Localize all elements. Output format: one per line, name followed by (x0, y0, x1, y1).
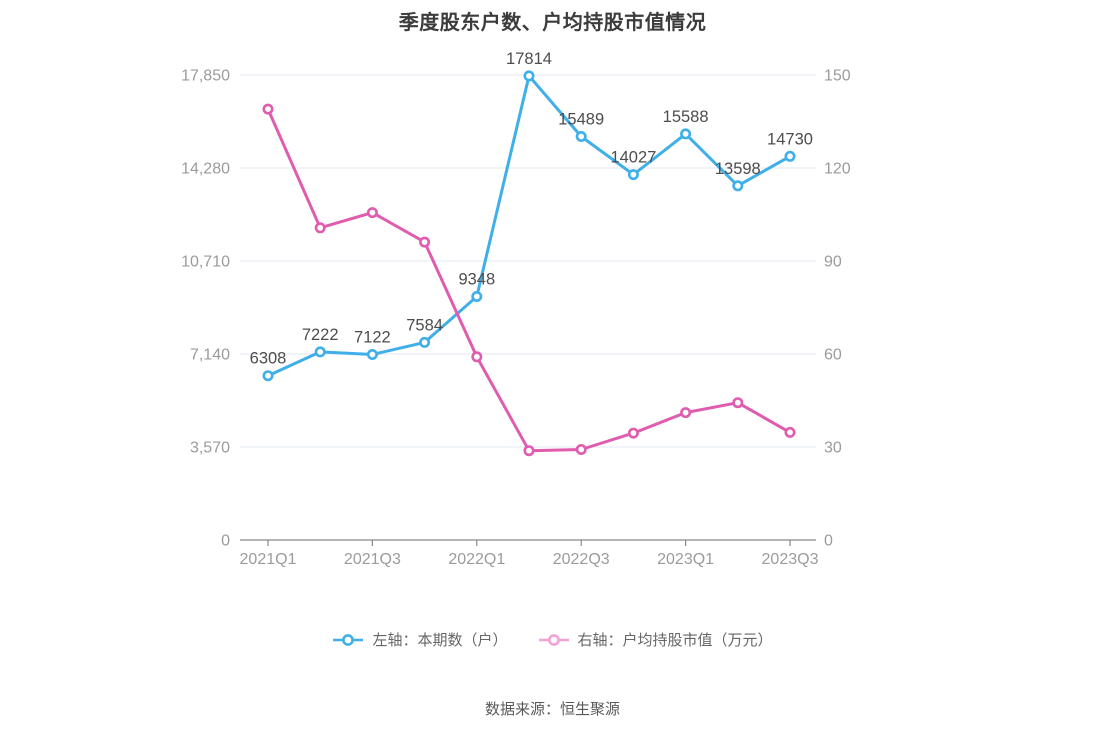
right-axis-tick-label: 0 (824, 533, 833, 550)
data-point-marker[interactable] (575, 131, 587, 143)
right-axis-tick-label: 150 (824, 68, 851, 85)
data-point-marker[interactable] (262, 103, 274, 115)
data-point-marker[interactable] (680, 128, 692, 140)
x-axis-label: 2021Q1 (240, 551, 297, 568)
right-axis-tick-label: 30 (824, 440, 842, 457)
data-point-marker[interactable] (732, 397, 744, 409)
data-source-note: 数据来源：恒生聚源 (484, 701, 620, 718)
data-point-label: 9348 (458, 271, 495, 289)
legend-item-avg-holding-value[interactable]: 右轴：户均持股市值（万元） (538, 629, 773, 650)
legend-item-shareholder-count[interactable]: 左轴：本期数（户） (332, 629, 508, 650)
data-point-marker[interactable] (627, 427, 639, 439)
data-point-label: 7122 (354, 329, 391, 347)
data-point-marker[interactable] (627, 169, 639, 181)
data-point-marker[interactable] (314, 222, 326, 234)
legend-label: 左轴：本期数（户） (372, 632, 508, 649)
legend-line-circle-icon (333, 633, 364, 646)
data-point-marker[interactable] (523, 70, 535, 82)
data-point-label: 6308 (250, 350, 287, 368)
x-axis-label: 2021Q3 (344, 551, 401, 568)
data-point-marker[interactable] (575, 443, 587, 455)
x-axis-label: 2023Q1 (657, 551, 714, 568)
data-point-label: 14730 (767, 130, 813, 148)
data-point-marker[interactable] (784, 150, 796, 162)
legend-line-circle-icon (538, 633, 569, 646)
data-point-marker[interactable] (419, 336, 431, 348)
left-axis-tick-label: 17,850 (181, 68, 230, 85)
chart-title: 季度股东户数、户均持股市值情况 (398, 12, 707, 34)
x-axis-label: 2022Q3 (553, 551, 610, 568)
line-chart-plot-area: 0 3,570 7,140 10,710 14,280 17,850 0 30 60 90 120 1… (181, 50, 851, 568)
data-point-marker[interactable] (314, 346, 326, 358)
data-point-marker[interactable] (366, 207, 378, 219)
data-point-marker[interactable] (680, 407, 692, 419)
data-point-label: 15489 (558, 111, 604, 129)
left-axis-tick-label: 14,280 (181, 161, 230, 178)
data-point-marker[interactable] (732, 180, 744, 192)
data-point-marker[interactable] (471, 351, 483, 363)
data-point-marker[interactable] (784, 426, 796, 438)
legend-label: 右轴：户均持股市值（万元） (577, 632, 773, 649)
left-axis-tick-label: 0 (221, 533, 230, 550)
data-point-label: 15588 (663, 108, 709, 126)
data-point-marker[interactable] (523, 445, 535, 457)
series-line (266, 74, 792, 378)
data-point-label: 17814 (506, 50, 552, 68)
x-axis-label: 2022Q1 (448, 551, 505, 568)
data-point-marker[interactable] (366, 348, 378, 360)
right-axis-tick-label: 60 (824, 347, 842, 364)
left-axis-tick-label: 3,570 (190, 440, 230, 457)
chart-legend: 左轴：本期数（户） 右轴：户均持股市值（万元） (0, 629, 1105, 650)
left-axis-tick-label: 7,140 (190, 347, 230, 364)
data-point-label: 14027 (610, 149, 656, 167)
data-point-label: 7222 (302, 326, 339, 344)
right-axis-tick-label: 120 (824, 161, 851, 178)
data-point-marker[interactable] (419, 236, 431, 248)
data-point-marker[interactable] (262, 370, 274, 382)
left-axis-tick-label: 10,710 (181, 254, 230, 271)
right-axis-tick-label: 90 (824, 254, 842, 271)
x-axis-label: 2023Q3 (762, 551, 819, 568)
data-point-label: 13598 (715, 160, 761, 178)
data-point-label: 7584 (406, 316, 443, 334)
data-point-marker[interactable] (471, 290, 483, 302)
